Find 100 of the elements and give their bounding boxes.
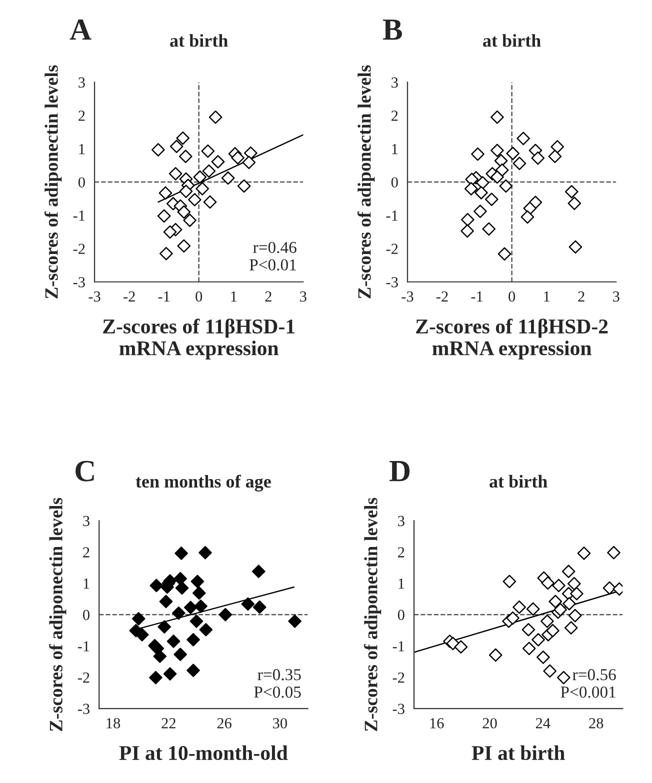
x-tick-label: 16 [430, 718, 444, 728]
point [242, 156, 256, 170]
point [562, 597, 576, 610]
y-axis-title: Z-scores of adiponectin levels [357, 65, 375, 298]
x-tick-label: 0 [508, 291, 516, 302]
point [158, 620, 172, 634]
x-tick-label: 2 [578, 291, 584, 302]
x-tick-label: -1 [471, 291, 482, 302]
point [516, 132, 530, 146]
point [190, 614, 204, 628]
point [175, 581, 189, 595]
y-tick-label: -2 [73, 244, 85, 254]
y-tick-label: -3 [392, 704, 404, 714]
chart-title: C [76, 460, 94, 482]
y-tick-label: -2 [78, 672, 90, 683]
y-tick-label: 2 [398, 547, 404, 558]
point [531, 151, 545, 165]
point [237, 179, 251, 193]
x-tick-label: 3 [300, 291, 306, 302]
point [464, 182, 478, 196]
point [168, 167, 182, 180]
point [532, 633, 545, 646]
y-tick-label: -1 [78, 641, 90, 652]
point [568, 240, 582, 254]
point [211, 155, 225, 168]
point [536, 650, 550, 664]
point [564, 185, 578, 198]
point [221, 171, 235, 185]
x-tick-label: 24 [536, 718, 550, 728]
x-tick-label: 28 [589, 718, 604, 728]
y-tick-label: 0 [391, 177, 398, 188]
y-tick-label: 1 [79, 144, 85, 154]
x-tick-label: 1 [231, 291, 237, 302]
y-tick-label: 1 [84, 578, 90, 589]
x-tick-label: 20 [482, 718, 497, 728]
point [186, 633, 200, 646]
point [159, 594, 173, 608]
point [231, 151, 244, 164]
y-tick-label: 0 [398, 610, 404, 620]
x-tick-label: 0 [196, 291, 202, 302]
point [166, 634, 180, 648]
point [178, 150, 192, 164]
point [607, 546, 620, 560]
x-tick-label: 2 [265, 291, 272, 302]
point [522, 623, 536, 636]
point [512, 600, 526, 614]
x-axis-title: Z-scores of 11βHSD-1 mRNA expression [103, 318, 295, 360]
point [570, 586, 584, 600]
x-tick-label: -2 [436, 291, 448, 302]
point [132, 612, 146, 626]
point [512, 156, 526, 170]
point [502, 574, 516, 588]
point [520, 210, 534, 224]
point [174, 572, 188, 586]
point [196, 182, 210, 196]
point [150, 578, 164, 592]
x-tick-label: 1 [544, 291, 550, 302]
point [522, 642, 536, 656]
point [149, 670, 162, 684]
point [554, 602, 568, 616]
x-axis-title: Z-scores of 11βHSD-2 mRNA expression [416, 318, 608, 360]
point [163, 667, 177, 681]
point [454, 640, 468, 654]
y-axis-title: Z-scores of adiponectin levels [364, 498, 382, 732]
point [208, 110, 222, 124]
y-tick-label: 3 [398, 516, 404, 526]
y-tick-label: 2 [392, 110, 398, 121]
y-tick-label: -3 [73, 277, 85, 288]
y-tick-label: -2 [392, 672, 404, 683]
annotation: r=0.46 P<0.01 [250, 242, 296, 271]
point [201, 144, 215, 158]
point [151, 143, 165, 156]
x-tick-label: 30 [273, 718, 287, 728]
point [552, 578, 566, 592]
annotation: r=0.56 P<0.001 [560, 669, 616, 698]
point [183, 214, 196, 227]
point [202, 164, 216, 178]
x-tick-label: 18 [106, 718, 120, 728]
point [498, 247, 512, 261]
point [506, 611, 520, 625]
point [556, 670, 570, 684]
y-tick-label: 1 [398, 578, 404, 589]
point [562, 564, 576, 578]
point [494, 154, 508, 168]
point [177, 239, 191, 253]
x-tick-label: -1 [158, 291, 170, 302]
y-tick-label: -2 [386, 244, 398, 254]
point [550, 140, 564, 154]
point [174, 648, 188, 662]
chart-subtitle: at birth [490, 474, 548, 488]
point [499, 179, 513, 193]
y-tick-label: 0 [83, 610, 90, 620]
point [548, 150, 562, 164]
point [252, 564, 266, 578]
y-axis-title: Z-scores of adiponectin levels [49, 498, 66, 732]
point [541, 576, 555, 590]
point [163, 225, 177, 239]
point [506, 146, 520, 160]
point [186, 664, 200, 678]
point [157, 209, 171, 223]
